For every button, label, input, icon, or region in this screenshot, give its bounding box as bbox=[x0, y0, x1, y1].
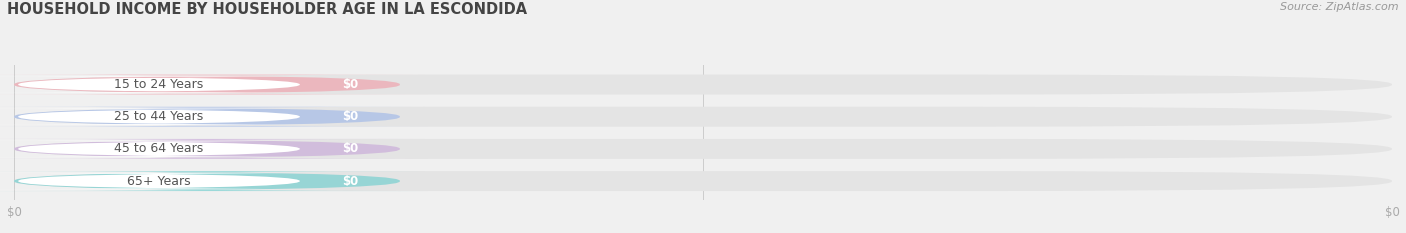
FancyBboxPatch shape bbox=[14, 107, 1392, 127]
FancyBboxPatch shape bbox=[14, 171, 1392, 191]
Text: 65+ Years: 65+ Years bbox=[127, 175, 191, 188]
Text: $0: $0 bbox=[342, 142, 359, 155]
Text: HOUSEHOLD INCOME BY HOUSEHOLDER AGE IN LA ESCONDIDA: HOUSEHOLD INCOME BY HOUSEHOLDER AGE IN L… bbox=[7, 2, 527, 17]
Text: $0: $0 bbox=[342, 175, 359, 188]
Text: 25 to 44 Years: 25 to 44 Years bbox=[114, 110, 204, 123]
FancyBboxPatch shape bbox=[0, 141, 363, 157]
Text: Source: ZipAtlas.com: Source: ZipAtlas.com bbox=[1281, 2, 1399, 12]
FancyBboxPatch shape bbox=[0, 107, 427, 127]
Text: 45 to 64 Years: 45 to 64 Years bbox=[114, 142, 204, 155]
FancyBboxPatch shape bbox=[14, 75, 1392, 95]
FancyBboxPatch shape bbox=[0, 75, 427, 95]
Text: $0: $0 bbox=[342, 110, 359, 123]
FancyBboxPatch shape bbox=[0, 173, 363, 189]
FancyBboxPatch shape bbox=[0, 76, 363, 93]
Text: $0: $0 bbox=[342, 78, 359, 91]
FancyBboxPatch shape bbox=[0, 109, 363, 125]
FancyBboxPatch shape bbox=[14, 139, 1392, 159]
FancyBboxPatch shape bbox=[0, 171, 427, 191]
Text: 15 to 24 Years: 15 to 24 Years bbox=[114, 78, 204, 91]
FancyBboxPatch shape bbox=[0, 139, 427, 159]
